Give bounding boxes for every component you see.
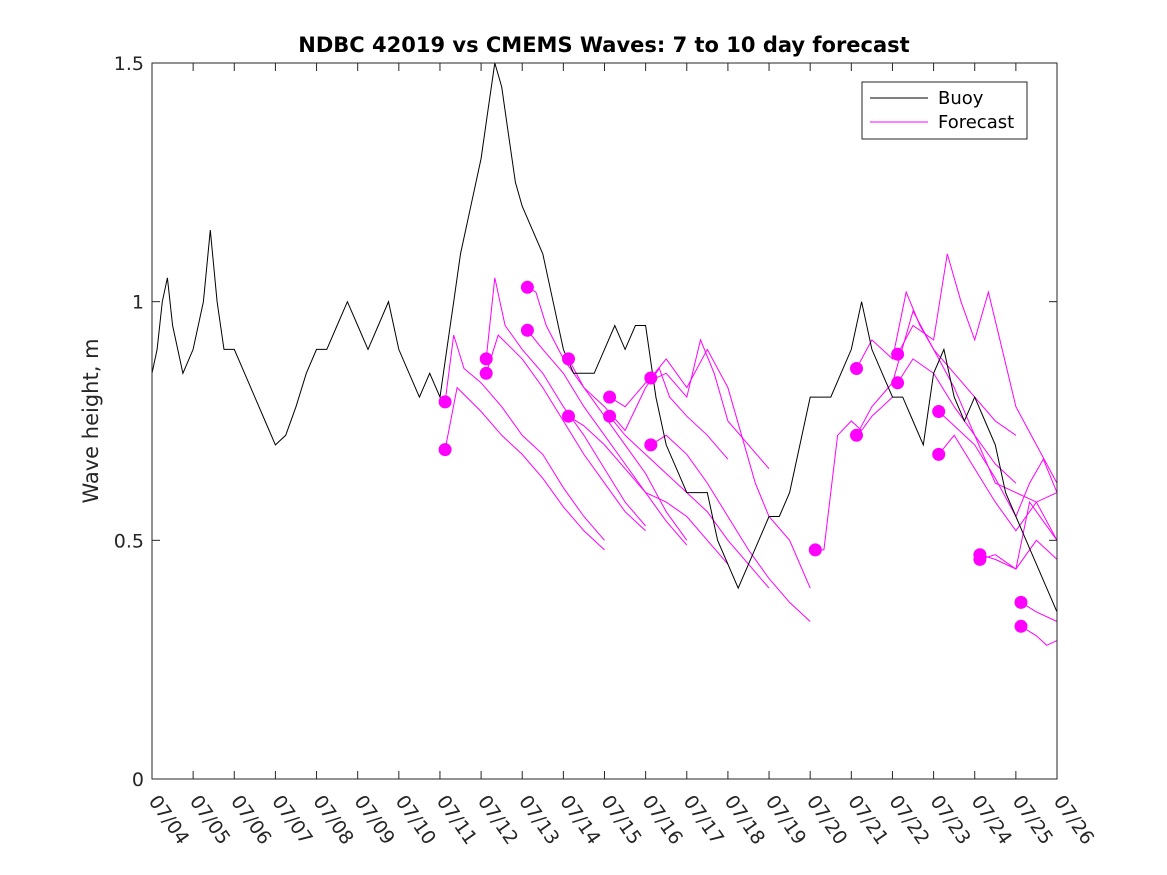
- forecast-line: [609, 338, 770, 470]
- forecast-start-marker: [562, 352, 575, 366]
- y-axis-label: Wave height, m: [79, 338, 103, 503]
- buoy-line: [151, 62, 1058, 613]
- forecast-line: [527, 329, 688, 546]
- forecast-line: [1020, 625, 1058, 646]
- forecast-line: [485, 334, 646, 532]
- y-tick-label: 0.5: [114, 530, 144, 552]
- forecast-line: [897, 358, 1058, 541]
- forecast-start-marker: [603, 409, 617, 423]
- forecast-start-marker: [1014, 619, 1028, 633]
- forecast-start-marker: [438, 443, 452, 457]
- legend: Buoy Forecast: [861, 81, 1028, 140]
- chart-title: NDBC 42019 vs CMEMS Waves: 7 to 10 day f…: [298, 33, 909, 57]
- y-tick-label: 1: [132, 292, 144, 314]
- forecast-start-marker: [932, 405, 946, 418]
- forecast-line: [979, 539, 1058, 570]
- forecast-start-marker: [520, 323, 534, 337]
- forecast-line: [979, 500, 1058, 570]
- forecast-start-marker: [520, 280, 534, 294]
- forecast-start-marker: [891, 376, 905, 390]
- forecast-start-marker: [479, 352, 493, 366]
- forecast-start-marker: [850, 362, 863, 375]
- forecast-start-marker: [644, 438, 658, 452]
- forecast-start-marker: [479, 366, 493, 380]
- plot-area: [152, 63, 1057, 779]
- forecast-start-marker: [1014, 595, 1028, 609]
- forecast-line: [938, 411, 1058, 518]
- forecast-line: [856, 309, 1017, 484]
- forecast-start-marker: [932, 447, 946, 461]
- y-tick-label: 1.5: [114, 53, 144, 75]
- forecast-line: [897, 253, 1058, 484]
- legend-forecast-label: Forecast: [938, 112, 1014, 133]
- forecast-line: [568, 415, 729, 565]
- y-tick-label: 0: [132, 769, 144, 791]
- forecast-start-marker: [438, 395, 452, 409]
- forecast-start-marker: [850, 428, 863, 442]
- forecast-line: [815, 396, 893, 551]
- forecast-start-marker: [973, 552, 987, 566]
- forecast-line: [650, 434, 811, 622]
- forecast-start-marker: [644, 371, 658, 385]
- forecast-start-marker: [562, 409, 575, 423]
- forecast-line: [485, 277, 646, 527]
- forecast-start-marker: [603, 390, 617, 404]
- forecast-start-marker: [808, 543, 822, 557]
- forecast-line: [444, 334, 605, 541]
- legend-box: [861, 81, 1028, 140]
- buoy-series-group: [151, 62, 1058, 613]
- forecast-line: [527, 286, 688, 541]
- legend-buoy-label: Buoy: [938, 88, 984, 109]
- forecast-line: [938, 434, 1058, 532]
- forecast-start-marker: [891, 347, 905, 361]
- forecast-line: [650, 348, 811, 589]
- forecast-line: [444, 386, 605, 551]
- forecast-start-markers: [438, 280, 1028, 633]
